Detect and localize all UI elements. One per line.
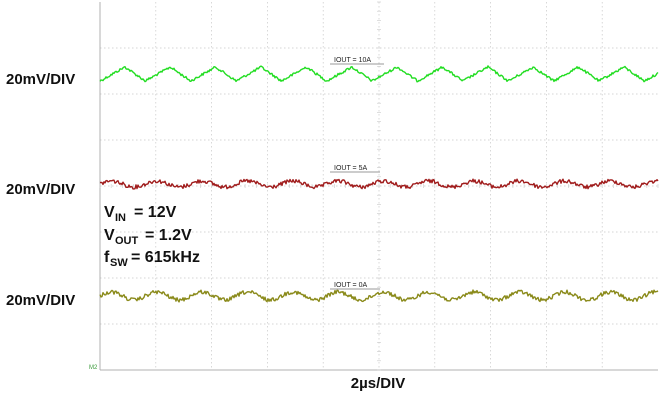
scale-label-2: 20mV/DIV — [6, 181, 75, 198]
trace-1 — [99, 65, 659, 83]
vin-label: V — [104, 204, 115, 221]
vout-label: V — [104, 227, 115, 244]
trace-2 — [99, 178, 659, 190]
traces — [99, 65, 659, 303]
trace-tag-3: IOUT = 0A — [330, 282, 380, 290]
trace-tag-2: IOUT = 5A — [330, 165, 380, 173]
fsw-label: f — [104, 249, 110, 266]
x-axis-label: 2µs/DIV — [351, 375, 406, 392]
trace-tag-1-text: IOUT = 10A — [334, 57, 371, 64]
fsw-value: = 615kHz — [131, 249, 200, 266]
reference-marker-icon: M2 — [89, 365, 98, 371]
trace-tag-1: IOUT = 10A — [330, 57, 384, 65]
trace-3 — [99, 289, 659, 303]
trace-tag-2-text: IOUT = 5A — [334, 165, 367, 172]
operating-conditions: V IN = 12V V OUT = 1.2V f SW = 615kHz — [104, 204, 200, 269]
vin-subscript: IN — [115, 212, 126, 224]
scale-label-1: 20mV/DIV — [6, 71, 75, 88]
trace-tag-3-text: IOUT = 0A — [334, 282, 367, 289]
vin-value: = 12V — [134, 204, 177, 221]
vout-value: = 1.2V — [145, 227, 192, 244]
vout-subscript: OUT — [115, 235, 139, 247]
fsw-subscript: SW — [110, 257, 128, 269]
scale-label-3: 20mV/DIV — [6, 292, 75, 309]
